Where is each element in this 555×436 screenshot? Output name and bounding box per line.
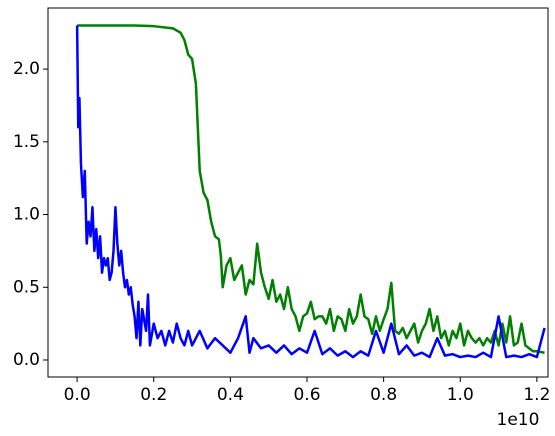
y-tick-label: 0.5 xyxy=(13,277,40,297)
line xyxy=(77,24,545,354)
x-tick-label: 1.2 xyxy=(523,385,550,405)
line xyxy=(75,25,546,359)
y-tick-label: 1.5 xyxy=(13,132,40,152)
x-offset-label: 1e10 xyxy=(497,410,540,430)
x-tick-label: 0.0 xyxy=(64,385,91,405)
y-tick-label: 1.0 xyxy=(13,205,40,225)
y-tick-label: 2.0 xyxy=(13,59,40,79)
x-tick-label: 0.6 xyxy=(293,385,320,405)
x-tick-label: 0.2 xyxy=(140,385,167,405)
x-tick-label: 1.0 xyxy=(447,385,474,405)
y-tick-label: 0.0 xyxy=(13,350,40,370)
x-tick-label: 0.4 xyxy=(217,385,244,405)
x-tick-label: 0.8 xyxy=(370,385,397,405)
plot-frame xyxy=(47,7,549,378)
